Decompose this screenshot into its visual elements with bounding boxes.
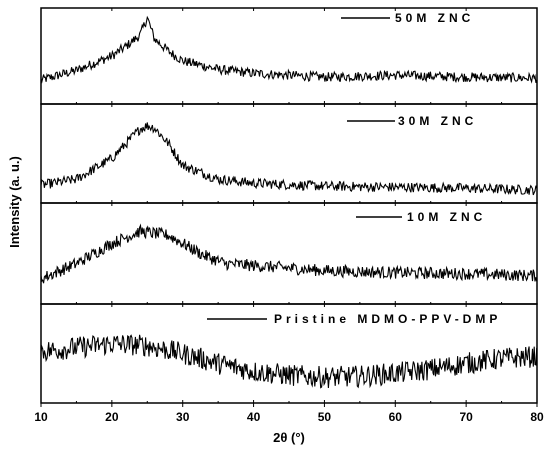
legend-label: 10M ZNC [407,210,486,224]
series-line-3 [40,223,538,284]
y-axis-title: Intensity (a. u.) [7,156,22,248]
legend-label: 30M ZNC [398,114,477,128]
series-line-2 [40,122,538,196]
series-line-4 [40,334,538,389]
legend-label: Pristine MDMO-PPV-DMP [274,312,501,326]
x-tick-label: 10 [34,410,48,424]
panel-4: Pristine MDMO-PPV-DMP [40,303,538,404]
x-tick-label: 60 [389,410,403,424]
x-tick-label: 20 [105,410,119,424]
x-axis-title: 2θ (°) [273,430,305,445]
panel-3: 10M ZNC [40,202,538,305]
x-tick-label: 40 [247,410,261,424]
x-tick-label: 30 [176,410,190,424]
legend-label: 50M ZNC [395,11,474,25]
x-tick-label: 70 [459,410,473,424]
x-tick-label: 80 [530,410,544,424]
x-tick-label: 50 [318,410,332,424]
series-line-1 [40,15,538,84]
